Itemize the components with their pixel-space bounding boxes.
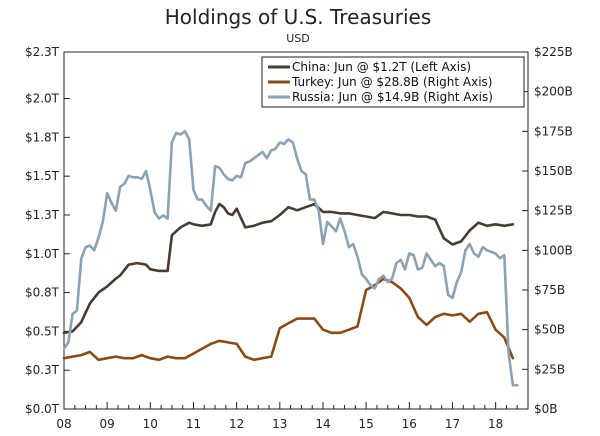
x-tick-label: 09 (100, 417, 115, 431)
plot-area-frame (63, 51, 529, 410)
series-layer (62, 130, 519, 387)
series-line-turkey (62, 277, 515, 362)
x-tick-label: 11 (186, 417, 201, 431)
left-tick-label: $0.0T (25, 402, 60, 416)
x-tick-label: 16 (402, 417, 417, 431)
legend: China: Jun @ $1.2T (Left Axis)Turkey: Ju… (261, 56, 525, 108)
x-axis: 08 09 10 11 12 13 14 15 16 17 18 (56, 402, 529, 431)
legend-label-china: China: Jun @ $1.2T (Left Axis) (292, 60, 471, 74)
left-axis: $0.0T $0.3T $0.5T $0.8T $1.0T $1.3T $1.5T $1.8T… (25, 45, 70, 416)
right-axis: $0B $25B $50B $75B $100B $125B $150B $175B $200B… (522, 45, 573, 416)
legend-label-russia: Russia: Jun @ $14.9B (Right Axis) (292, 90, 493, 104)
left-tick-label: $0.5T (25, 324, 60, 338)
legend-box (261, 56, 525, 108)
left-tick-label: $1.3T (25, 208, 60, 222)
left-tick-label: $2.3T (25, 45, 60, 59)
right-tick-label: $100B (534, 243, 573, 257)
series-line-china (62, 202, 515, 335)
right-tick-label: $200B (534, 85, 573, 99)
legend-label-turkey: Turkey: Jun @ $28.8B (Right Axis) (291, 75, 493, 89)
x-tick-label: 17 (445, 417, 460, 431)
x-tick-label: 08 (56, 417, 71, 431)
left-tick-label: $1.5T (25, 169, 60, 183)
right-tick-label: $175B (534, 124, 573, 138)
left-tick-label: $2.0T (25, 92, 60, 106)
right-tick-label: $150B (534, 164, 573, 178)
chart-subtitle: USD (286, 32, 310, 45)
right-tick-label: $50B (534, 323, 565, 337)
left-tick-label: $0.8T (25, 286, 60, 300)
series-line-russia (62, 130, 519, 387)
x-tick-label: 18 (488, 417, 503, 431)
right-tick-label: $0B (534, 402, 558, 416)
left-tick-label: $0.3T (25, 363, 60, 377)
x-tick-label: 12 (229, 417, 244, 431)
right-tick-label: $25B (534, 362, 565, 376)
right-tick-label: $75B (534, 283, 565, 297)
left-tick-label: $1.8T (25, 130, 60, 144)
left-tick-label: $1.0T (25, 247, 60, 261)
x-tick-label: 14 (315, 417, 330, 431)
right-tick-label: $125B (534, 204, 573, 218)
x-tick-label: 13 (272, 417, 287, 431)
chart-title: Holdings of U.S. Treasuries (165, 5, 432, 29)
x-tick-label: 15 (358, 417, 373, 431)
x-tick-label: 10 (143, 417, 158, 431)
right-tick-label: $225B (534, 45, 573, 59)
